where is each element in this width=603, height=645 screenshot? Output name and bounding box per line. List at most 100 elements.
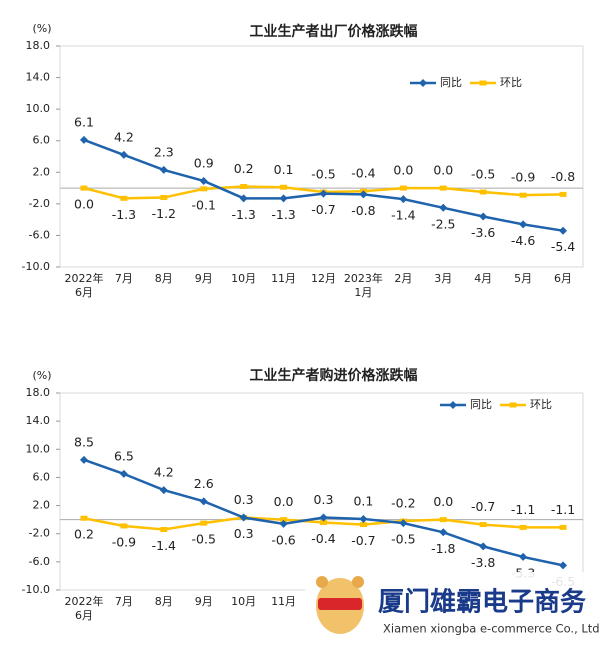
point	[519, 192, 527, 198]
point	[319, 189, 328, 198]
plot-frame	[59, 45, 584, 268]
data-label: 2.3	[154, 144, 174, 159]
x-tick-label: 2023年 1月	[344, 271, 383, 299]
point	[119, 469, 128, 478]
point	[399, 519, 408, 528]
point	[199, 497, 208, 506]
legend-marker	[509, 402, 517, 408]
point	[159, 486, 168, 495]
data-label: -0.2	[391, 496, 415, 511]
data-label: 2.6	[194, 476, 214, 491]
legend-label: 环比	[530, 398, 552, 411]
point	[479, 522, 487, 528]
x-tick-label: 4月	[474, 272, 492, 285]
point	[199, 176, 208, 185]
x-tick-label: 6月	[554, 272, 572, 285]
legend-label: 环比	[500, 76, 522, 89]
data-label: -1.3	[112, 207, 136, 222]
legend-label: 同比	[470, 398, 492, 411]
x-tick-label: 3月	[434, 272, 452, 285]
point	[120, 195, 128, 201]
point	[240, 183, 248, 189]
point	[280, 517, 288, 523]
point	[559, 191, 567, 197]
data-label: -0.4	[311, 531, 335, 546]
data-label: -0.7	[351, 533, 375, 548]
point	[280, 184, 288, 190]
data-label: -1.3	[231, 207, 255, 222]
data-label: -0.8	[351, 203, 375, 218]
legend-label: 同比	[440, 76, 462, 89]
x-tick-label: 10月	[231, 595, 256, 608]
legend-marker	[479, 80, 487, 86]
watermark-logo-ear	[352, 576, 364, 588]
point	[399, 185, 407, 191]
x-tick-label: 2月	[394, 272, 412, 285]
data-label: 0.1	[353, 493, 373, 508]
point	[119, 150, 128, 159]
x-tick-label: 2022年 6月	[64, 271, 103, 299]
x-tick-label: 12月	[311, 272, 336, 285]
data-label: 0.0	[274, 494, 294, 509]
y-tick-label: 18.0	[26, 386, 51, 399]
point	[439, 185, 447, 191]
data-label: -1.1	[551, 502, 575, 517]
data-label: 0.0	[433, 494, 453, 509]
point	[399, 195, 408, 204]
y-tick-label: 14.0	[26, 71, 51, 84]
data-label: -0.5	[471, 167, 495, 182]
y-tick-label: -2.0	[29, 527, 50, 540]
point	[519, 524, 527, 530]
data-label: 0.3	[234, 526, 254, 541]
point	[479, 212, 488, 221]
data-label: -0.9	[112, 534, 136, 549]
y-tick-label: 2.0	[33, 499, 51, 512]
point	[519, 552, 528, 561]
point	[479, 189, 487, 195]
data-label: -0.7	[471, 499, 495, 514]
point	[80, 185, 88, 191]
y-tick-label: 10.0	[26, 442, 51, 455]
y-tick-label: -10.0	[22, 260, 50, 273]
data-label: -0.5	[391, 532, 415, 547]
data-label: 0.1	[274, 162, 294, 177]
data-label: -1.2	[152, 206, 176, 221]
point	[519, 220, 528, 229]
x-tick-label: 11月	[271, 595, 296, 608]
point	[279, 519, 288, 528]
data-label: 0.2	[234, 161, 254, 176]
y-axis-label: (%)	[32, 369, 51, 382]
data-label: -3.6	[471, 225, 495, 240]
point	[160, 195, 168, 201]
watermark-title: 厦门雄霸电子商务	[378, 587, 586, 618]
x-tick-label: 9月	[195, 272, 213, 285]
point	[239, 194, 248, 203]
data-label: -0.5	[192, 532, 216, 547]
data-label: 0.3	[234, 492, 254, 507]
y-axis-label: (%)	[32, 22, 51, 35]
x-tick-label: 8月	[155, 595, 173, 608]
y-tick-label: 10.0	[26, 102, 51, 115]
point	[79, 455, 88, 464]
y-tick-label: 6.0	[33, 134, 51, 147]
data-label: -1.4	[152, 538, 176, 553]
data-label: 0.9	[194, 155, 214, 170]
watermark-subtitle: Xiamen xiongba e-commerce Co., Ltd	[383, 622, 600, 636]
data-label: -5.4	[551, 239, 575, 254]
point	[439, 528, 448, 537]
data-label: 0.3	[314, 492, 334, 507]
point	[359, 190, 368, 199]
point	[160, 526, 168, 532]
data-label: 4.2	[154, 465, 174, 480]
data-label: -2.5	[431, 216, 455, 231]
point	[559, 524, 567, 530]
data-label: -1.8	[431, 541, 455, 556]
data-label: 8.5	[74, 434, 94, 449]
point	[79, 135, 88, 144]
data-label: -0.4	[351, 166, 375, 181]
data-label: -0.5	[311, 167, 335, 182]
data-label: -3.8	[471, 555, 495, 570]
chart-title: 工业生产者购进价格涨跌幅	[250, 367, 418, 384]
